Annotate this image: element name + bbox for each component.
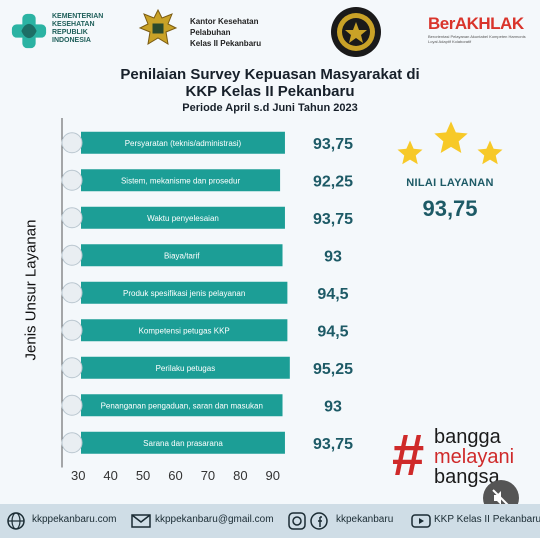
bar <box>81 356 290 379</box>
bar <box>81 319 288 342</box>
kkp-name: Kantor Kesehatan Pelabuhan Kelas II Peka… <box>190 17 262 48</box>
category-illustration-icon <box>61 244 83 266</box>
category-illustration-icon <box>61 432 83 454</box>
category-illustration-icon <box>61 394 83 416</box>
bar <box>81 244 283 267</box>
footer: kkppekanbaru.com kkppekanbaru@gmail.com … <box>0 504 540 538</box>
category-label: Waktu penyelesaian <box>147 214 219 223</box>
globe-icon <box>7 512 25 530</box>
data-label: 93,75 <box>313 211 353 228</box>
summary-value: 93,75 <box>422 196 478 221</box>
category-label: Sarana dan prasarana <box>143 439 223 448</box>
data-label: 92,25 <box>313 173 353 190</box>
footer-website[interactable]: kkppekanbaru.com <box>32 514 117 525</box>
hashtag-word-3: bangsa <box>434 466 500 488</box>
instagram-icon <box>288 512 306 530</box>
accreditation-seal-icon <box>331 7 381 57</box>
category-label: Kompetensi petugas KKP <box>139 326 230 335</box>
x-tick-label: 90 <box>266 468 280 483</box>
category-label: Produk spesifikasi jenis pelayanan <box>123 289 245 298</box>
category-illustration-icon <box>61 169 83 191</box>
footer-email[interactable]: kkppekanbaru@gmail.com <box>155 514 274 525</box>
header: KEMENTERIAN KESEHATAN REPUBLIK INDONESIA… <box>0 0 540 60</box>
mail-icon <box>131 514 151 528</box>
rating-stars <box>395 118 507 173</box>
data-label: 95,25 <box>313 361 353 378</box>
berakhlak-tagline: Berorientasi Pelayanan Akuntabel Kompete… <box>428 34 526 44</box>
data-label: 93,75 <box>313 136 353 153</box>
kemenkes-logo-icon <box>11 13 47 49</box>
x-tick-label: 30 <box>71 468 85 483</box>
youtube-icon <box>411 514 431 528</box>
title-line-2: KKP Kelas II Pekanbaru <box>185 83 355 100</box>
footer-social[interactable]: kkpekanbaru <box>336 514 394 525</box>
star-icon <box>397 140 423 165</box>
kemenkes-name: KEMENTERIAN KESEHATAN REPUBLIK INDONESIA <box>52 13 104 44</box>
bar <box>81 394 283 417</box>
category-illustration-icon <box>61 207 83 229</box>
bar <box>81 131 285 154</box>
category-label: Sistem, mekanisme dan prosedur <box>121 176 241 185</box>
x-tick-label: 50 <box>136 468 150 483</box>
x-tick-label: 40 <box>103 468 117 483</box>
hashtag-word-1: bangga <box>434 426 501 448</box>
berakhlak-logo: BerAKHLAK <box>428 14 524 33</box>
bar <box>81 206 285 229</box>
data-label: 93 <box>324 248 342 265</box>
category-label: Biaya/tarif <box>164 251 200 260</box>
category-illustration-icon <box>61 357 83 379</box>
summary-label: NILAI LAYANAN <box>406 177 494 189</box>
footer-youtube[interactable]: KKP Kelas II Pekanbaru <box>434 514 540 525</box>
data-label: 94,5 <box>317 323 348 340</box>
title-period: Periode April s.d Juni Tahun 2023 <box>182 102 358 114</box>
category-illustration-icon <box>61 132 83 154</box>
category-illustration-icon <box>61 319 83 341</box>
hashtag-word-2: melayani <box>434 446 515 468</box>
data-label: 93,75 <box>313 436 353 453</box>
x-tick-label: 80 <box>233 468 247 483</box>
x-tick-label: 70 <box>201 468 215 483</box>
star-icon <box>477 140 503 165</box>
category-illustration-icon <box>61 282 83 304</box>
hashtag-symbol: # <box>392 423 425 488</box>
category-label: Perilaku petugas <box>156 364 216 373</box>
facebook-icon <box>310 512 328 530</box>
data-label: 94,5 <box>317 286 348 303</box>
bar <box>81 281 288 304</box>
garuda-emblem-icon <box>138 8 178 45</box>
star-icon <box>434 121 468 153</box>
bar <box>81 431 285 454</box>
category-label: Persyaratan (teknis/administrasi) <box>125 139 242 148</box>
data-label: 93 <box>324 398 342 415</box>
bar <box>81 169 281 192</box>
speaker-muted-icon <box>492 489 510 507</box>
category-label: Penanganan pengaduan, saran dan masukan <box>101 401 263 410</box>
chart-title: Penilaian Survey Kepuasan Masyarakat di … <box>60 66 480 116</box>
title-line-1: Penilaian Survey Kepuasan Masyarakat di <box>120 66 420 83</box>
x-tick-label: 60 <box>168 468 182 483</box>
